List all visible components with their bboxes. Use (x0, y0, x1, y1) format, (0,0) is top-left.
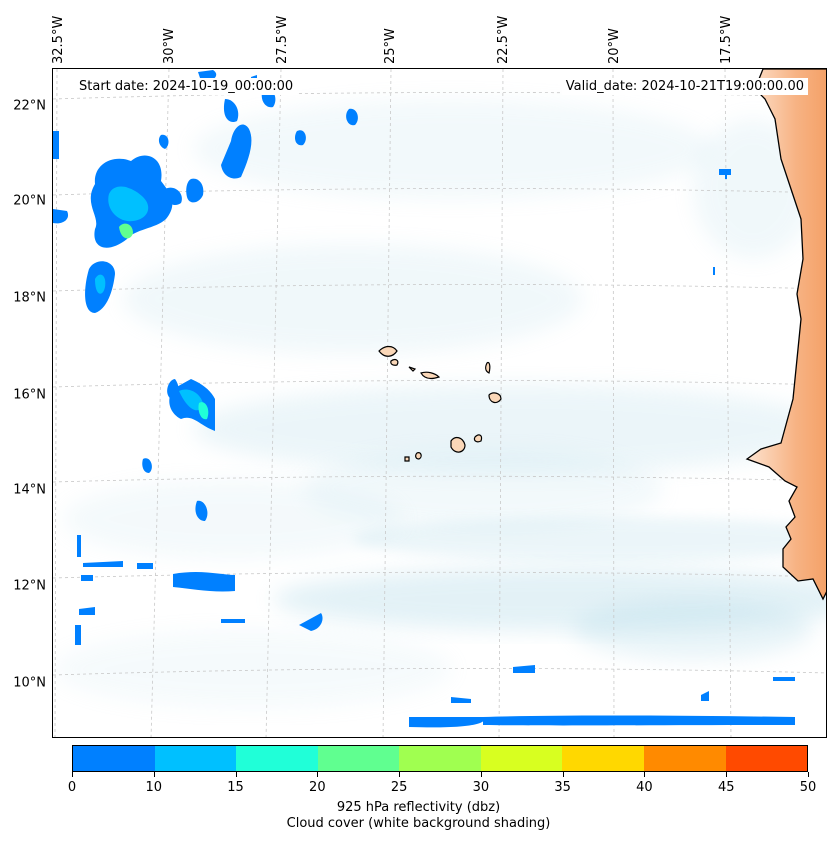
colorbar-segment-5 (480, 746, 563, 771)
colorbar-segment-4 (399, 746, 481, 771)
colorbar-tick-40 (644, 772, 646, 777)
lon-label-32-5w: 32.5°W (51, 15, 66, 64)
colorbar-ticklabel-25: 25 (390, 780, 408, 795)
map-canvas (53, 69, 826, 737)
lat-label-16n: 16°N (13, 387, 46, 403)
colorbar-ticks: 0 10 15 20 25 30 35 40 45 50 (68, 772, 816, 796)
lon-label-17-5w: 17.5°W (719, 15, 734, 64)
colorbar-ticklabel-10: 10 (145, 780, 163, 795)
colorbar-segment-6 (562, 746, 644, 771)
colorbar-ticklabel-20: 20 (309, 780, 326, 795)
lon-label-22-5w: 22.5°W (496, 15, 511, 64)
lon-label-27-5w: 27.5°W (275, 15, 290, 64)
cloud-cover-shading (53, 99, 826, 709)
colorbar-tick-10 (153, 772, 155, 777)
colorbar-label-reflectivity: 925 hPa reflectivity (dbz) (336, 800, 501, 815)
cape-verde-islands (378, 345, 502, 462)
colorbar-tick-0 (72, 772, 73, 777)
colorbar-ticklabel-15: 15 (227, 780, 244, 795)
lat-label-18n: 18°N (13, 290, 46, 306)
colorbar-segment-7 (643, 746, 726, 771)
colorbar-segment-8 (725, 746, 808, 771)
lat-label-22n: 22°N (13, 98, 46, 114)
colorbar-tick-20 (317, 772, 319, 777)
colorbar-segment-1 (154, 746, 237, 771)
colorbar-ticklabel-40: 40 (636, 780, 653, 795)
lon-label-20w: 20°W (607, 28, 622, 64)
colorbar-tick-45 (726, 772, 728, 777)
colorbar-ticklabel-0: 0 (67, 780, 77, 795)
colorbar-ticklabel-50: 50 (799, 780, 817, 795)
start-date-label: Start date: 2024-10-19_00:00:00 (75, 78, 298, 95)
colorbar-tick-50 (808, 772, 809, 777)
valid-date-label: Valid_date: 2024-10-21T19:00:00.00 (561, 78, 808, 95)
lat-label-20n: 20°N (13, 193, 46, 209)
lon-label-25w: 25°W (383, 28, 398, 64)
colorbar-tick-35 (562, 772, 564, 777)
lat-label-14n: 14°N (13, 482, 46, 498)
colorbar-ticklabel-35: 35 (554, 780, 571, 795)
longitude-labels: 32.5°W 30°W 27.5°W 25°W 22.5°W 20°W 17.5… (0, 0, 837, 68)
reflectivity-patches (53, 70, 795, 728)
colorbar-tick-30 (480, 772, 482, 777)
colorbar-tick-25 (399, 772, 401, 777)
latitude-labels: 22°N 20°N 18°N 16°N 14°N 12°N 10°N (0, 68, 52, 738)
graticule-gridlines (53, 69, 826, 737)
lon-label-30w: 30°W (162, 28, 177, 64)
colorbar-segment-0 (73, 746, 155, 771)
lat-label-12n: 12°N (13, 578, 46, 594)
colorbar-ticklabel-30: 30 (472, 780, 490, 795)
lat-label-10n: 10°N (13, 675, 46, 691)
colorbar-segment-3 (317, 746, 400, 771)
reflectivity-colorbar (72, 745, 808, 772)
colorbar-ticklabel-45: 45 (717, 780, 735, 795)
colorbar-tick-15 (235, 772, 237, 777)
colorbar-segment-2 (236, 746, 318, 771)
map-panel: Start date: 2024-10-19_00:00:00 Valid_da… (52, 68, 827, 738)
africa-landmass (745, 69, 826, 601)
colorbar-label-cloud-cover: Cloud cover (white background shading) (286, 816, 551, 831)
